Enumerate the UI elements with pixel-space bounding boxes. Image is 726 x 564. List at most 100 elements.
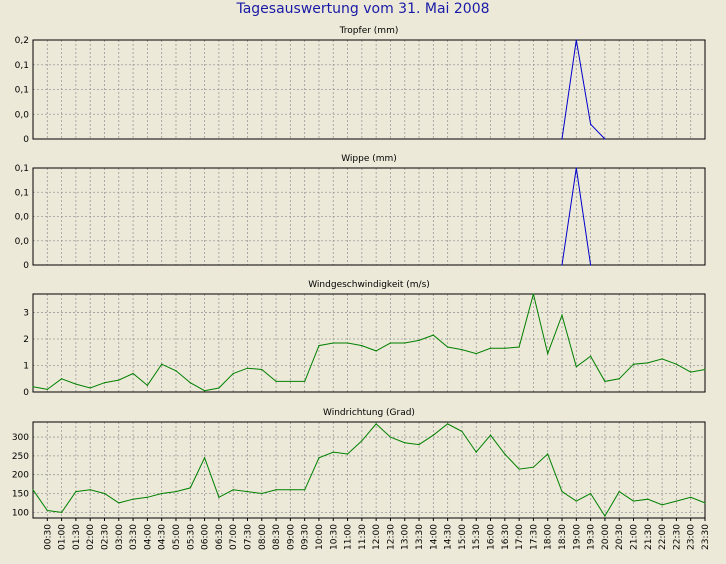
chart-panel-3: 3 2 1 0 Windgeschwindigkeit (m/s) bbox=[23, 280, 706, 398]
data-point bbox=[590, 264, 592, 266]
series-line bbox=[561, 39, 606, 140]
data-point bbox=[561, 314, 563, 316]
x-tick-label: 05:00 bbox=[172, 524, 182, 550]
y-tick-label: 0 bbox=[23, 135, 29, 145]
data-point bbox=[146, 384, 148, 386]
y-tick-label: 1 bbox=[23, 362, 29, 372]
data-point bbox=[203, 457, 206, 459]
data-point bbox=[46, 509, 48, 512]
data-point bbox=[461, 430, 463, 433]
x-tick-label: 06:30 bbox=[215, 524, 225, 550]
data-point bbox=[661, 504, 663, 506]
data-point bbox=[218, 496, 220, 498]
y-tick-label: 200 bbox=[12, 471, 29, 481]
x-tick-label: 09:00 bbox=[286, 524, 296, 550]
data-point bbox=[175, 491, 177, 493]
data-point bbox=[647, 498, 649, 500]
data-point bbox=[661, 358, 663, 360]
x-tick-label: 08:00 bbox=[258, 524, 268, 550]
data-point bbox=[103, 492, 106, 495]
x-tick-label: 16:00 bbox=[487, 524, 497, 550]
data-point bbox=[561, 138, 563, 140]
data-point bbox=[46, 388, 48, 390]
data-point bbox=[418, 443, 420, 446]
data-point bbox=[489, 347, 492, 349]
x-tick-label: 10:00 bbox=[315, 524, 325, 550]
x-tick-label: 15:30 bbox=[472, 524, 482, 550]
data-point bbox=[289, 380, 291, 383]
y-tick-label: 100 bbox=[12, 508, 29, 518]
data-point bbox=[332, 451, 334, 453]
data-point bbox=[132, 372, 134, 375]
data-point bbox=[504, 453, 506, 455]
data-point bbox=[647, 362, 649, 364]
data-point bbox=[504, 347, 506, 349]
x-tick-label: 00:30 bbox=[43, 524, 53, 550]
data-point bbox=[218, 387, 220, 389]
chart-panel-1: 0,2 0,1 0,1 0,0 0 Tropfer (mm) bbox=[15, 26, 706, 145]
data-point bbox=[232, 489, 234, 491]
data-point bbox=[289, 489, 291, 491]
plot-frame bbox=[32, 421, 706, 519]
data-point bbox=[675, 363, 678, 365]
x-tick-label: 03:30 bbox=[129, 524, 139, 550]
data-point bbox=[575, 39, 577, 41]
data-point bbox=[518, 346, 520, 348]
data-point bbox=[75, 383, 77, 385]
data-point bbox=[89, 489, 91, 491]
data-point bbox=[475, 352, 477, 355]
data-point bbox=[332, 342, 334, 344]
y-tick-label: 0,1 bbox=[15, 188, 29, 198]
x-tick-label: 21:00 bbox=[630, 524, 640, 550]
data-point bbox=[604, 515, 606, 517]
data-point bbox=[118, 502, 120, 504]
x-tick-label: 20:30 bbox=[615, 524, 625, 550]
data-point bbox=[103, 382, 106, 384]
x-tick-label: 13:30 bbox=[415, 524, 425, 550]
data-point bbox=[346, 453, 349, 455]
data-point bbox=[361, 440, 363, 442]
data-point bbox=[575, 167, 577, 169]
y-tick-label: 0,0 bbox=[15, 213, 30, 223]
chart-title: Windrichtung (Grad) bbox=[323, 408, 415, 418]
x-tick-label: 21:30 bbox=[644, 524, 654, 550]
y-tick-label: 0,1 bbox=[15, 61, 29, 71]
data-point bbox=[561, 491, 563, 493]
x-tick-label: 02:00 bbox=[86, 524, 96, 550]
data-point bbox=[161, 492, 163, 495]
x-tick-label: 04:00 bbox=[143, 524, 153, 550]
x-tick-label: 06:00 bbox=[201, 524, 211, 550]
chart-panel-4: 300 250 200 150 100 Windrichtung (Grad) 00:30 0… bbox=[12, 408, 711, 550]
x-tick-label: 23:30 bbox=[701, 524, 711, 550]
x-tick-label: 07:30 bbox=[243, 524, 253, 550]
data-point bbox=[590, 492, 592, 495]
data-point bbox=[189, 382, 191, 384]
data-point bbox=[161, 363, 163, 365]
y-tick-label: 0 bbox=[23, 261, 29, 271]
series-line bbox=[32, 293, 706, 392]
data-point bbox=[675, 500, 678, 502]
chart-panel-2: 0,1 0,1 0,0 0,0 0 Wippe (mm) bbox=[15, 154, 706, 271]
y-tick-label: 0,2 bbox=[15, 36, 29, 46]
y-tick-label: 250 bbox=[12, 452, 29, 462]
data-point bbox=[475, 451, 477, 453]
x-tick-label: 23:00 bbox=[687, 524, 697, 550]
data-point bbox=[489, 434, 492, 436]
x-tick-label: 22:30 bbox=[672, 524, 682, 550]
data-point bbox=[304, 489, 306, 491]
data-point bbox=[575, 366, 577, 368]
x-tick-label: 01:30 bbox=[72, 524, 82, 550]
y-tick-label: 0,0 bbox=[15, 110, 30, 120]
data-point bbox=[418, 339, 420, 341]
data-point bbox=[404, 342, 406, 344]
data-point bbox=[618, 378, 620, 380]
data-point bbox=[447, 346, 449, 348]
data-point bbox=[32, 386, 34, 388]
data-point bbox=[575, 500, 577, 502]
x-tick-label: 17:00 bbox=[515, 524, 525, 550]
data-point bbox=[389, 342, 392, 344]
plot-frame bbox=[32, 39, 706, 140]
data-point bbox=[318, 345, 320, 347]
plot-background bbox=[33, 294, 705, 392]
data-point bbox=[203, 390, 206, 392]
